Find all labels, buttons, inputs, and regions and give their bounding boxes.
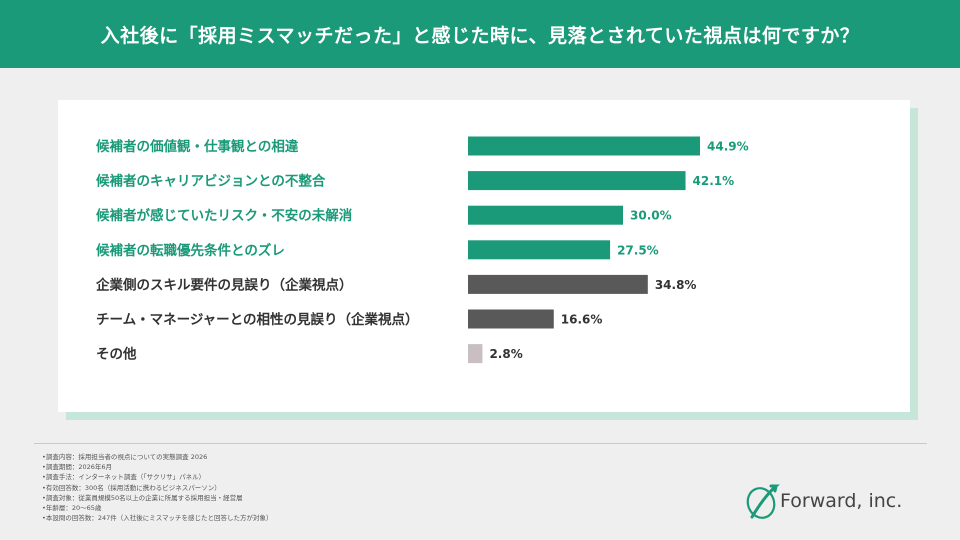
- note-line: •本設問の回答数：247件（入社後にミスマッチを感じたと回答した方が対象）: [42, 514, 273, 523]
- note-line: •調査期間：2026年6月: [42, 463, 113, 472]
- note-line: •調査内容：採用担当者の視点についての実態調査 2026: [42, 453, 208, 461]
- page-header: 入社後に「採用ミスマッチだった」と感じた時に、見落とされていた視点は何ですか？: [0, 0, 960, 68]
- category-label: 候補者の価値観・仕事観との相違: [96, 138, 299, 155]
- bar: [468, 309, 554, 329]
- forward-logo-icon: [746, 484, 780, 519]
- chart-card: 候補者の価値観・仕事観との相違 44.9% 候補者のキャリアビジョンとの不整合 42.…: [58, 100, 910, 412]
- note-line: •有効回答数：300名（採用活動に携わるビジネスパーソン）: [42, 483, 221, 492]
- value-label: 16.6%: [561, 313, 603, 327]
- category-label: 候補者の転職優先条件とのズレ: [96, 242, 285, 259]
- category-label: 候補者が感じていたリスク・不安の未解消: [96, 207, 353, 224]
- value-label: 34.8%: [655, 278, 697, 292]
- bar: [468, 136, 700, 156]
- bar: [468, 274, 648, 294]
- bar: [468, 171, 686, 191]
- category-label: チーム・マネージャーとの相性の見誤り（企業視点）: [96, 311, 419, 328]
- category-label: 候補者のキャリアビジョンとの不整合: [96, 173, 326, 190]
- bar-chart: 候補者の価値観・仕事観との相違 44.9% 候補者のキャリアビジョンとの不整合 42.…: [95, 136, 749, 364]
- value-label: 27.5%: [617, 243, 659, 257]
- category-label: その他: [96, 346, 137, 363]
- value-label: 44.9%: [707, 140, 749, 154]
- survey-notes: •調査内容：採用担当者の視点についての実態調査 2026 •調査期間：2026年…: [42, 452, 642, 523]
- note-line: •調査対象：従業員規模50名以上の企業に所属する採用担当・経営層: [42, 493, 243, 502]
- page-title: 入社後に「採用ミスマッチだった」と感じた時に、見落とされていた視点は何ですか？: [100, 24, 860, 47]
- logo-text: Forward, inc.: [780, 490, 903, 512]
- category-label: 企業側のスキル要件の見誤り（企業視点）: [95, 276, 353, 293]
- company-logo: Forward, inc.: [744, 481, 924, 525]
- value-label: 42.1%: [693, 174, 735, 188]
- value-label: 2.8%: [489, 347, 522, 361]
- bar: [468, 205, 624, 225]
- note-line: •調査手法：インターネット調査（「サクリサ」パネル）: [42, 473, 206, 482]
- bar: [468, 240, 611, 260]
- divider: [34, 443, 927, 444]
- bar: [468, 344, 483, 364]
- note-line: •年齢層：20〜65歳: [42, 504, 102, 513]
- value-label: 30.0%: [630, 209, 672, 223]
